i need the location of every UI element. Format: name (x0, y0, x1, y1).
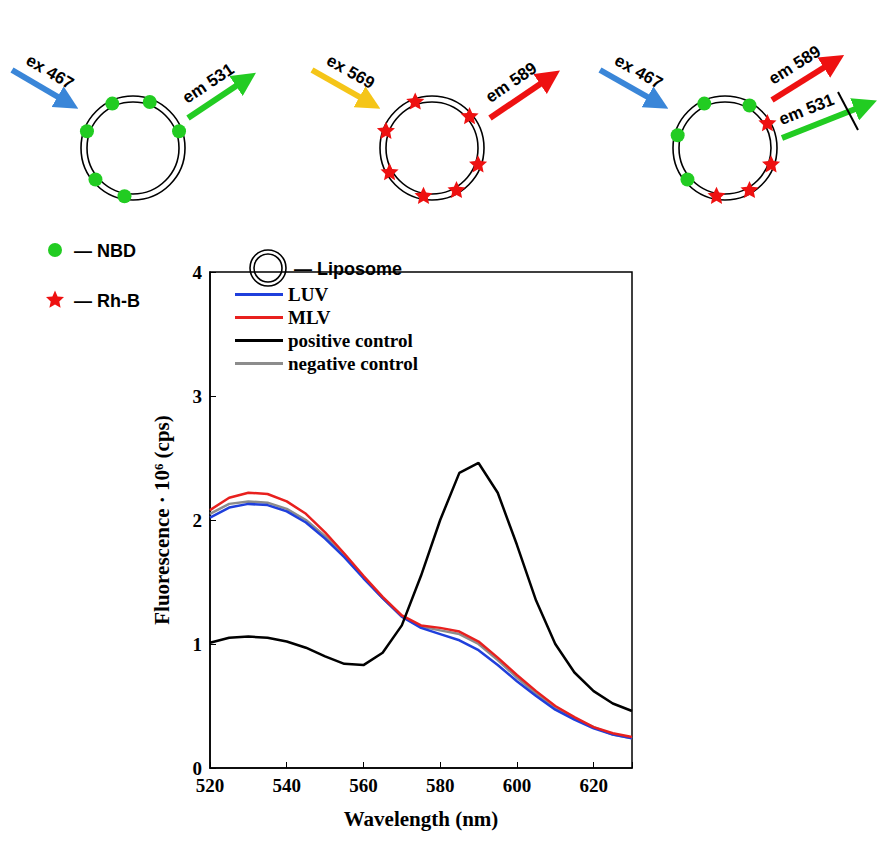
svg-text:em 589: em 589 (482, 59, 540, 107)
svg-text:em 531: em 531 (179, 60, 238, 108)
svg-text:LUV: LUV (288, 284, 328, 305)
svg-text:positive control: positive control (288, 330, 413, 351)
svg-text:ex 467: ex 467 (23, 51, 77, 94)
svg-text:Fluorescence · 10⁶ (cps): Fluorescence · 10⁶ (cps) (150, 415, 174, 624)
svg-text:ex 467: ex 467 (611, 51, 666, 93)
svg-text:560: 560 (349, 775, 378, 796)
svg-text:— Rh-B: — Rh-B (74, 291, 140, 311)
svg-text:620: 620 (579, 775, 608, 796)
svg-text:MLV: MLV (288, 307, 331, 328)
svg-text:600: 600 (503, 775, 532, 796)
svg-text:em 531: em 531 (776, 90, 837, 129)
svg-text:3: 3 (193, 386, 203, 407)
svg-text:ex 569: ex 569 (323, 51, 378, 93)
svg-text:negative control: negative control (288, 353, 418, 374)
svg-text:1: 1 (193, 634, 203, 655)
svg-text:Wavelength (nm): Wavelength (nm) (344, 807, 499, 831)
svg-text:— NBD: — NBD (74, 241, 136, 261)
svg-text:2: 2 (193, 510, 203, 531)
svg-text:em 589: em 589 (765, 42, 824, 89)
svg-text:0: 0 (192, 757, 202, 779)
svg-text:520: 520 (196, 775, 225, 796)
svg-text:— Liposome: — Liposome (294, 259, 402, 279)
svg-text:4: 4 (193, 262, 203, 283)
svg-text:540: 540 (272, 775, 301, 796)
svg-text:580: 580 (426, 775, 455, 796)
